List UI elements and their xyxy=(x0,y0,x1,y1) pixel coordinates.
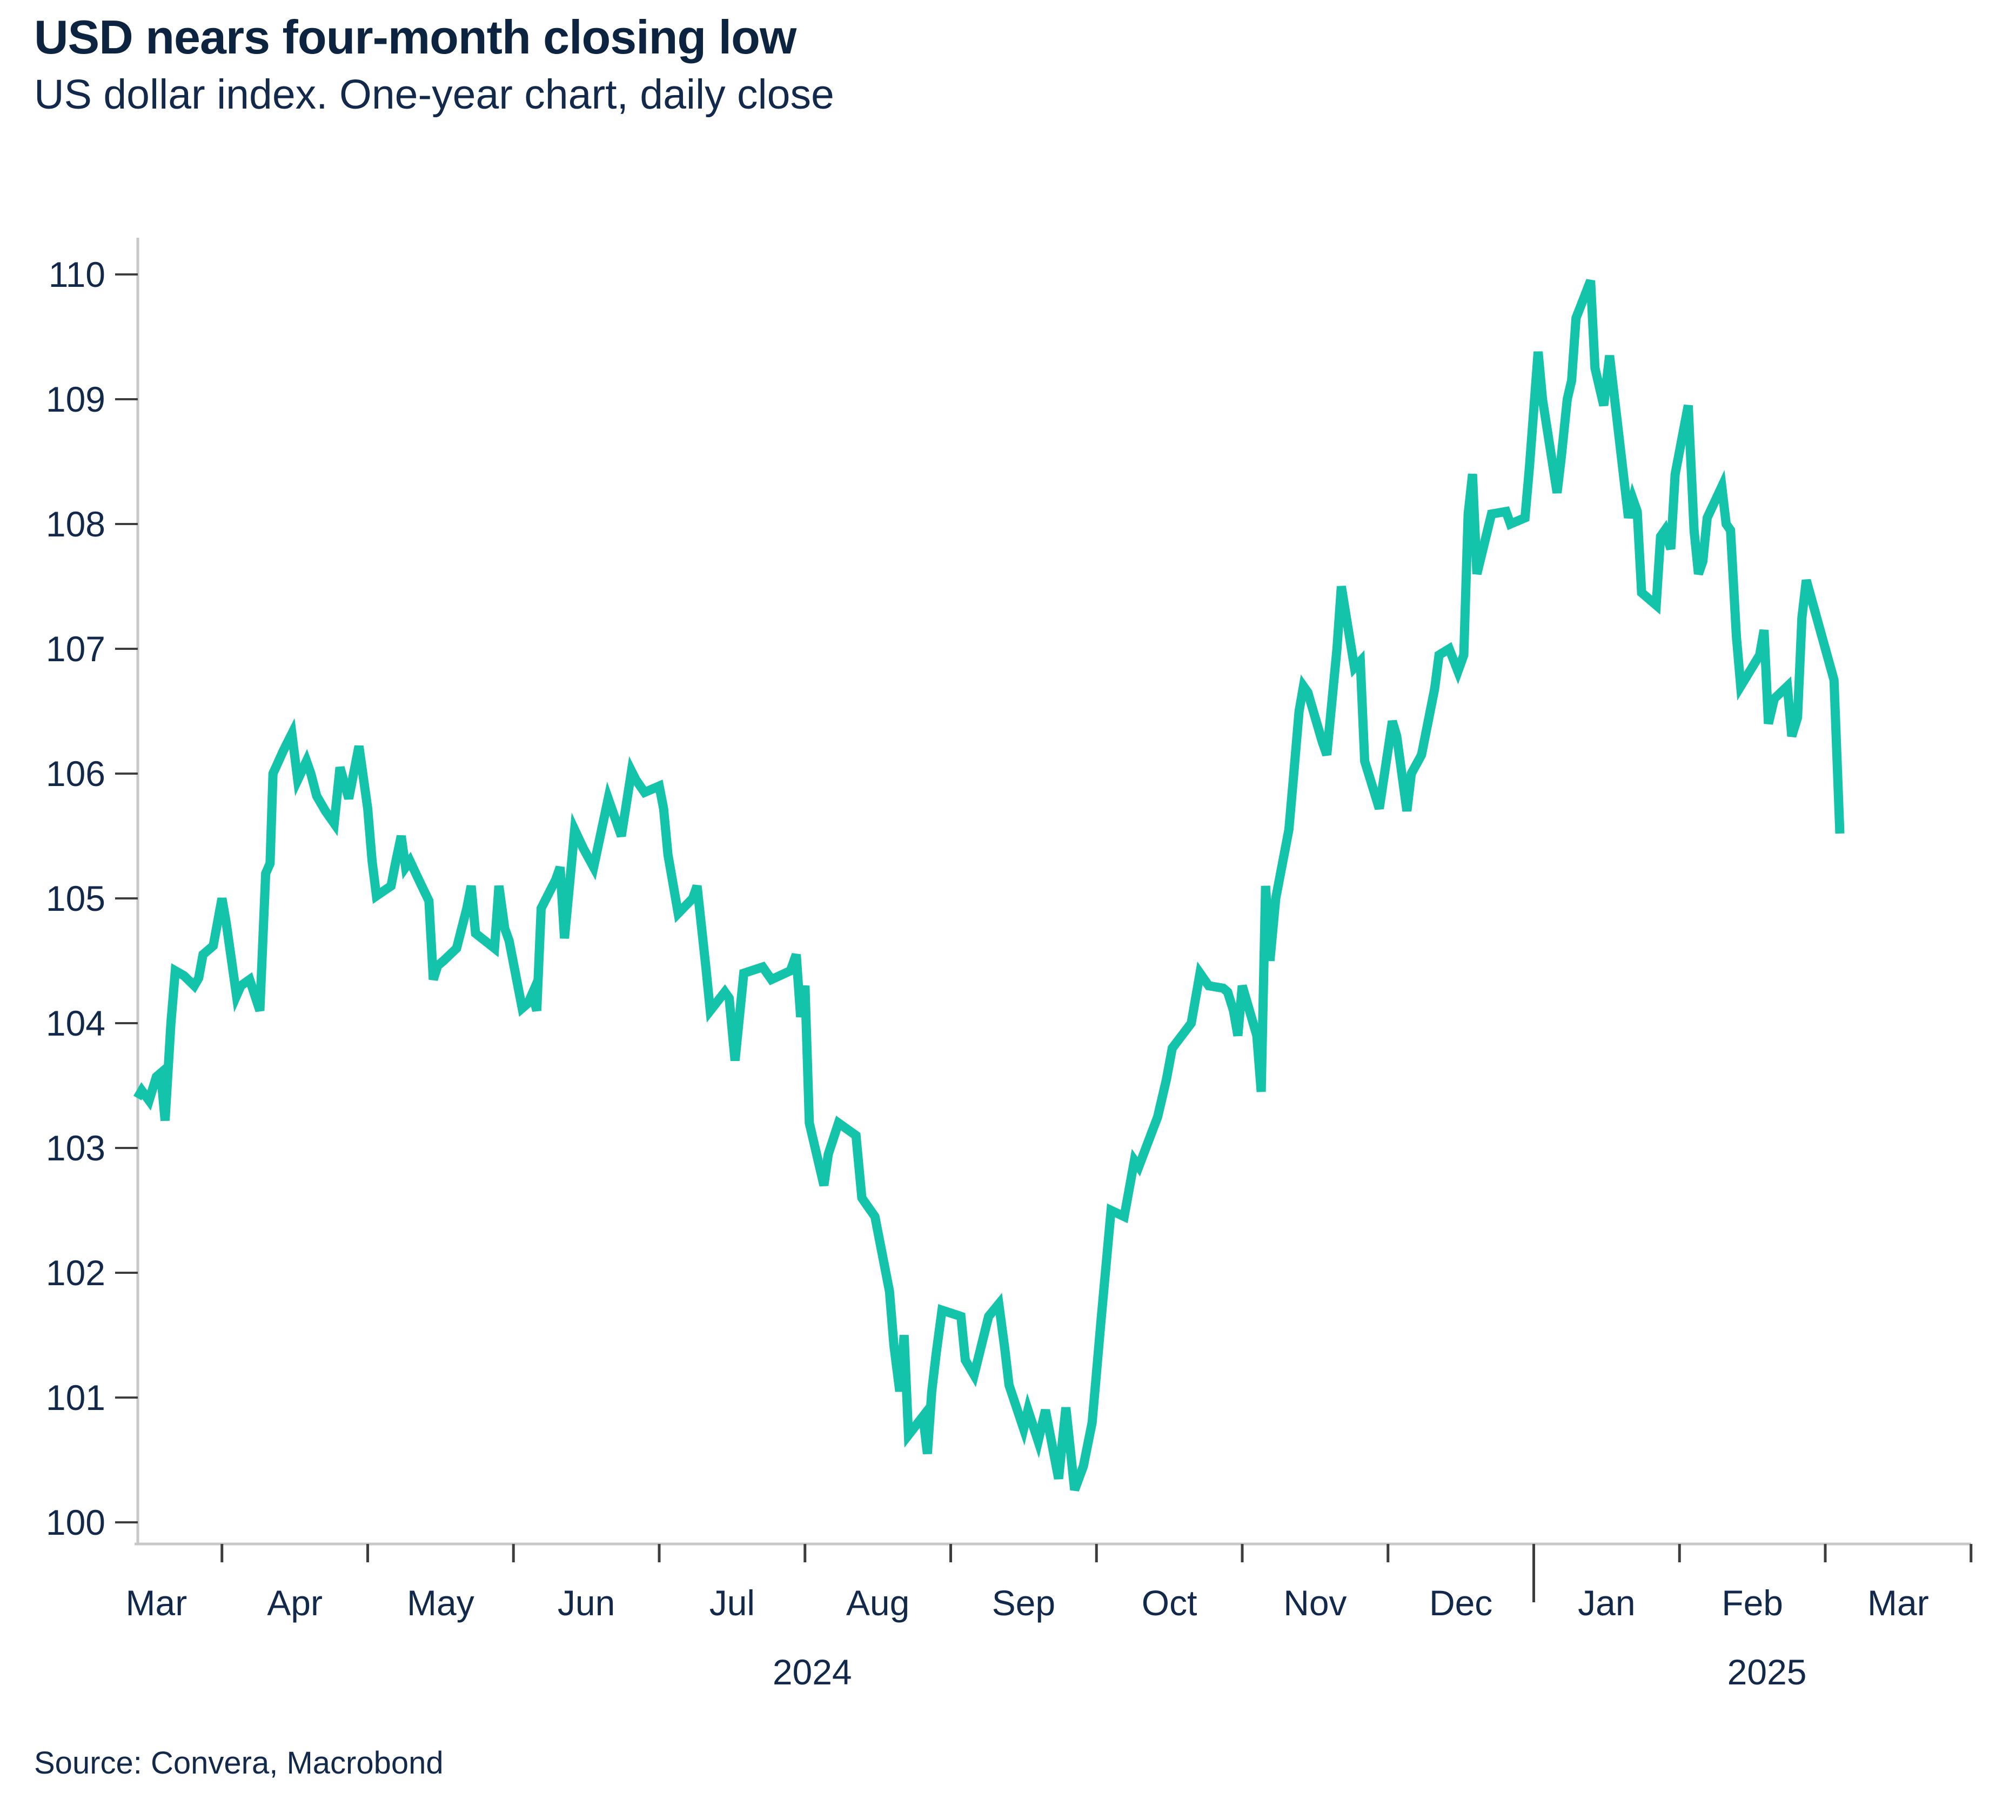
x-month-label: May xyxy=(407,1583,474,1623)
y-tick-label: 100 xyxy=(46,1502,105,1542)
y-tick-label: 102 xyxy=(46,1253,105,1293)
x-month-label: Mar xyxy=(126,1583,187,1623)
y-tick-label: 106 xyxy=(46,754,105,794)
y-tick-label: 101 xyxy=(46,1378,105,1418)
y-tick-label: 108 xyxy=(46,504,105,544)
x-month-label: Mar xyxy=(1867,1583,1929,1623)
x-month-label: Jan xyxy=(1578,1583,1635,1623)
x-month-label: Aug xyxy=(846,1583,909,1623)
dxy-line xyxy=(133,279,1845,1492)
x-month-label: Feb xyxy=(1722,1583,1783,1623)
x-year-label: 2024 xyxy=(773,1652,852,1692)
source-note: Source: Convera, Macrobond xyxy=(34,1745,444,1781)
y-tick-label: 109 xyxy=(46,379,105,419)
chart-header: USD nears four-month closing low US doll… xyxy=(34,10,834,118)
x-month-label: Sep xyxy=(992,1583,1055,1623)
x-month-label: Jun xyxy=(558,1583,615,1623)
page-title: USD nears four-month closing low xyxy=(34,10,796,64)
y-tick-label: 104 xyxy=(46,1003,105,1043)
x-month-label: Apr xyxy=(267,1583,323,1623)
x-month-label: Oct xyxy=(1142,1583,1197,1623)
y-tick-label: 105 xyxy=(46,878,105,918)
y-tick-label: 107 xyxy=(46,629,105,669)
y-tick-label: 110 xyxy=(49,254,105,294)
x-month-label: Nov xyxy=(1283,1583,1347,1623)
x-year-label: 2025 xyxy=(1727,1652,1807,1692)
x-month-label: Dec xyxy=(1429,1583,1492,1623)
y-tick-label: 103 xyxy=(46,1128,105,1168)
chart-subtitle: US dollar index. One-year chart, daily c… xyxy=(34,71,834,118)
x-month-label: Jul xyxy=(709,1583,755,1623)
